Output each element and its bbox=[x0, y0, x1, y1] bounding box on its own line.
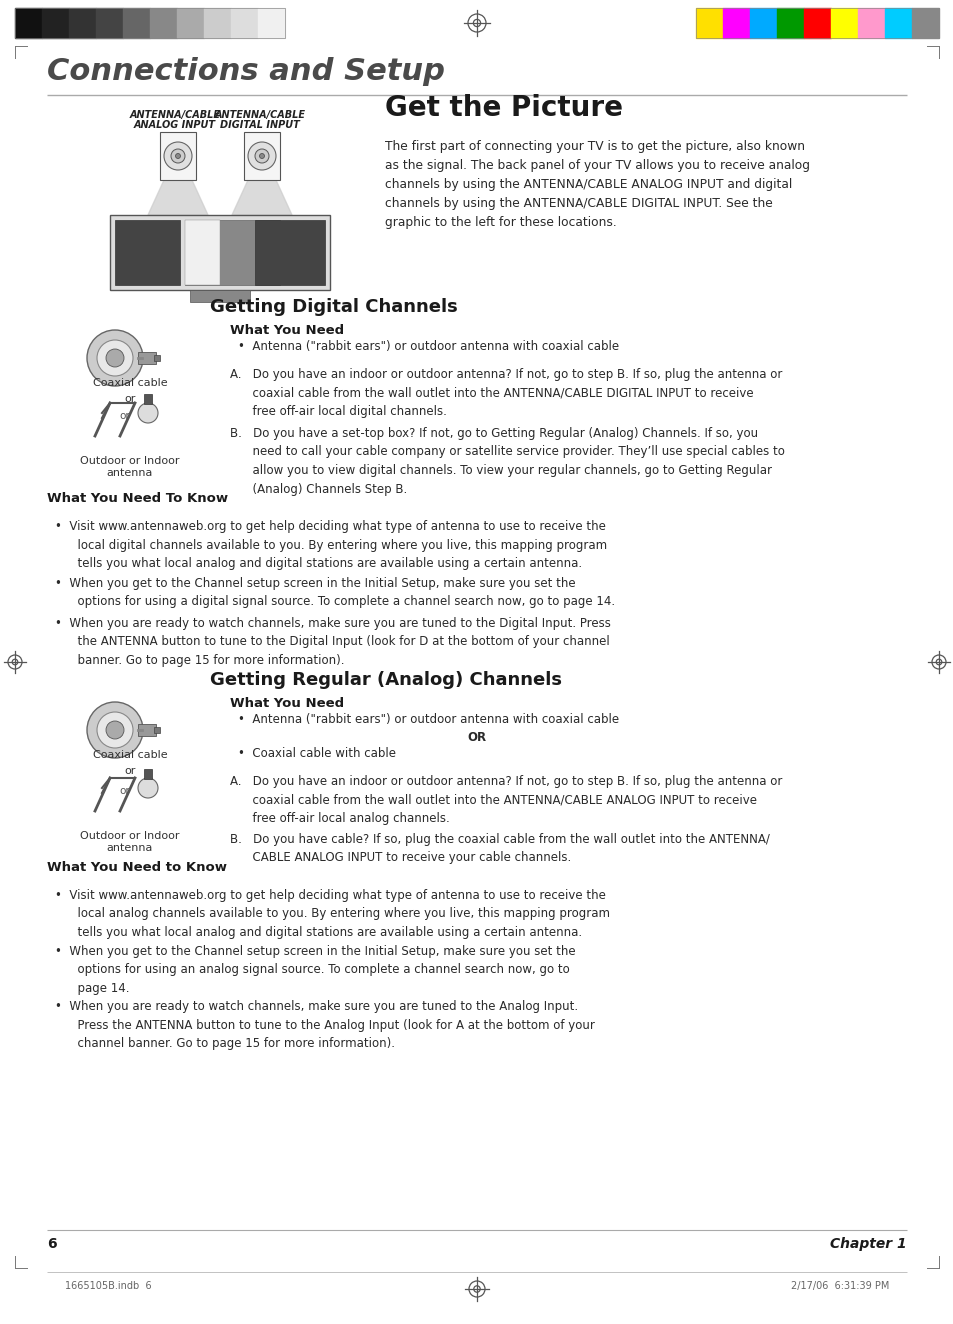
Circle shape bbox=[87, 330, 143, 387]
Text: Get the Picture: Get the Picture bbox=[385, 94, 622, 122]
Circle shape bbox=[175, 154, 180, 159]
Bar bbox=[749, 8, 776, 38]
Text: Chapter 1: Chapter 1 bbox=[829, 1237, 906, 1251]
Bar bbox=[776, 8, 803, 38]
Circle shape bbox=[248, 142, 275, 169]
Bar bbox=[160, 132, 195, 180]
Text: •  Visit www.antennaweb.org to get help deciding what type of antenna to use to : • Visit www.antennaweb.org to get help d… bbox=[55, 888, 609, 939]
Bar bbox=[138, 352, 156, 364]
Circle shape bbox=[164, 142, 192, 169]
Bar bbox=[177, 8, 204, 38]
Text: 1665105B.indb  6: 1665105B.indb 6 bbox=[65, 1282, 152, 1291]
Text: Connections and Setup: Connections and Setup bbox=[47, 57, 444, 86]
Text: B.   Do you have a set-top box? If not, go to Getting Regular (Analog) Channels.: B. Do you have a set-top box? If not, go… bbox=[230, 428, 784, 495]
Text: OR: OR bbox=[467, 731, 486, 744]
Text: •  Coaxial cable with cable: • Coaxial cable with cable bbox=[237, 747, 395, 760]
Bar bbox=[96, 8, 123, 38]
Text: What You Need: What You Need bbox=[230, 696, 344, 710]
Bar bbox=[123, 8, 150, 38]
Polygon shape bbox=[232, 180, 292, 214]
Circle shape bbox=[138, 779, 158, 798]
Circle shape bbox=[171, 150, 185, 163]
Text: •  When you get to the Channel setup screen in the Initial Setup, make sure you : • When you get to the Channel setup scre… bbox=[55, 945, 575, 996]
Text: A.   Do you have an indoor or outdoor antenna? If not, go to step B. If so, plug: A. Do you have an indoor or outdoor ante… bbox=[230, 775, 781, 825]
Text: •  Antenna ("rabbit ears") or outdoor antenna with coaxial cable: • Antenna ("rabbit ears") or outdoor ant… bbox=[237, 714, 618, 726]
Text: 6: 6 bbox=[47, 1237, 56, 1251]
Bar bbox=[15, 8, 42, 38]
Bar bbox=[696, 8, 722, 38]
Bar bbox=[231, 8, 257, 38]
Bar bbox=[138, 724, 156, 736]
Text: B.   Do you have cable? If so, plug the coaxial cable from the wall outlet into : B. Do you have cable? If so, plug the co… bbox=[230, 833, 769, 865]
Text: or: or bbox=[119, 410, 131, 421]
Text: Getting Digital Channels: Getting Digital Channels bbox=[210, 298, 457, 316]
Text: •  Antenna ("rabbit ears") or outdoor antenna with coaxial cable: • Antenna ("rabbit ears") or outdoor ant… bbox=[237, 340, 618, 354]
Circle shape bbox=[138, 402, 158, 422]
Bar bbox=[150, 8, 177, 38]
Circle shape bbox=[106, 350, 124, 367]
Text: ANTENNA/CABLE: ANTENNA/CABLE bbox=[130, 110, 220, 120]
Circle shape bbox=[106, 722, 124, 739]
Text: ANTENNA/CABLE: ANTENNA/CABLE bbox=[214, 110, 305, 120]
Text: What You Need to Know: What You Need to Know bbox=[47, 861, 227, 874]
Bar bbox=[15, 8, 285, 38]
Bar bbox=[144, 769, 152, 779]
Text: •  Visit www.antennaweb.org to get help deciding what type of antenna to use to : • Visit www.antennaweb.org to get help d… bbox=[55, 520, 606, 571]
Bar bbox=[69, 8, 96, 38]
Bar bbox=[153, 355, 160, 361]
Bar bbox=[696, 8, 938, 38]
Bar bbox=[884, 8, 911, 38]
Text: or: or bbox=[119, 786, 131, 796]
Text: What You Need To Know: What You Need To Know bbox=[47, 493, 228, 504]
Text: A.   Do you have an indoor or outdoor antenna? If not, go to step B. If so, plug: A. Do you have an indoor or outdoor ante… bbox=[230, 368, 781, 418]
Bar bbox=[244, 132, 280, 180]
Text: Getting Regular (Analog) Channels: Getting Regular (Analog) Channels bbox=[210, 671, 561, 688]
Bar bbox=[257, 8, 285, 38]
Text: ANALOG INPUT: ANALOG INPUT bbox=[133, 120, 215, 130]
Text: •  When you get to the Channel setup screen in the Initial Setup, make sure you : • When you get to the Channel setup scre… bbox=[55, 577, 615, 609]
Bar bbox=[911, 8, 938, 38]
Circle shape bbox=[97, 340, 132, 376]
Text: What You Need: What You Need bbox=[230, 324, 344, 338]
Bar bbox=[254, 220, 325, 285]
Bar bbox=[190, 290, 250, 302]
Text: Coaxial cable: Coaxial cable bbox=[92, 377, 167, 388]
Text: •  When you are ready to watch channels, make sure you are tuned to the Analog I: • When you are ready to watch channels, … bbox=[55, 1000, 595, 1050]
Polygon shape bbox=[148, 180, 208, 214]
Text: Outdoor or Indoor
antenna: Outdoor or Indoor antenna bbox=[80, 831, 179, 853]
Circle shape bbox=[259, 154, 264, 159]
Text: Coaxial cable: Coaxial cable bbox=[92, 749, 167, 760]
Bar bbox=[110, 214, 330, 290]
Text: 2/17/06  6:31:39 PM: 2/17/06 6:31:39 PM bbox=[790, 1282, 888, 1291]
Bar bbox=[153, 727, 160, 733]
Bar bbox=[144, 395, 152, 404]
Bar bbox=[185, 220, 220, 285]
Bar bbox=[204, 8, 231, 38]
Text: or: or bbox=[124, 395, 135, 404]
Bar bbox=[830, 8, 857, 38]
Bar bbox=[115, 220, 180, 285]
Bar bbox=[42, 8, 69, 38]
Bar bbox=[803, 8, 830, 38]
Text: •  When you are ready to watch channels, make sure you are tuned to the Digital : • When you are ready to watch channels, … bbox=[55, 617, 610, 667]
Bar bbox=[857, 8, 884, 38]
Text: or: or bbox=[124, 767, 135, 776]
Circle shape bbox=[87, 702, 143, 759]
Text: The first part of connecting your TV is to get the picture, also known
as the si: The first part of connecting your TV is … bbox=[385, 140, 809, 229]
Bar bbox=[722, 8, 749, 38]
Text: DIGITAL INPUT: DIGITAL INPUT bbox=[220, 120, 299, 130]
Circle shape bbox=[254, 150, 269, 163]
Bar bbox=[185, 220, 280, 285]
Circle shape bbox=[97, 712, 132, 748]
Text: Outdoor or Indoor
antenna: Outdoor or Indoor antenna bbox=[80, 455, 179, 478]
